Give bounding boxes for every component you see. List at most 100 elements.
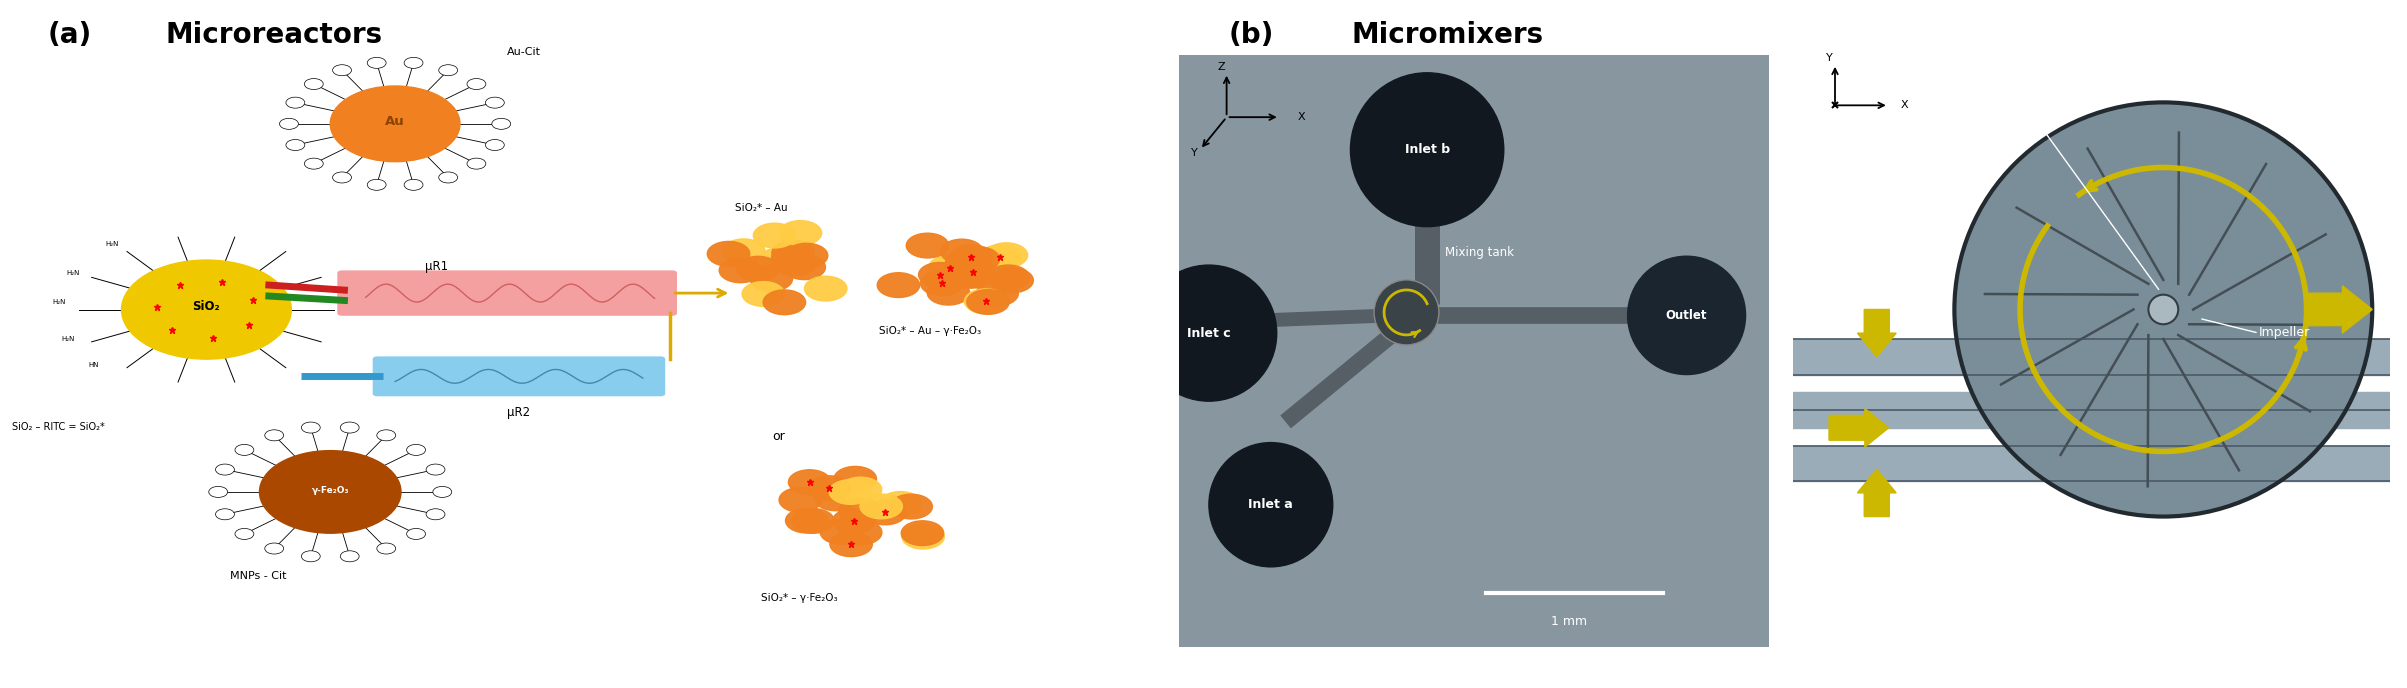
Circle shape: [907, 233, 948, 258]
Circle shape: [965, 289, 1006, 314]
FancyBboxPatch shape: [373, 356, 664, 396]
Circle shape: [426, 508, 445, 519]
Circle shape: [433, 486, 453, 497]
Circle shape: [301, 551, 320, 562]
Circle shape: [946, 263, 989, 288]
Circle shape: [761, 247, 802, 272]
Circle shape: [958, 247, 999, 272]
Circle shape: [968, 290, 1009, 314]
Circle shape: [332, 65, 351, 76]
Circle shape: [407, 528, 426, 539]
Circle shape: [368, 180, 385, 191]
Circle shape: [265, 543, 284, 554]
Circle shape: [217, 508, 233, 519]
Circle shape: [891, 494, 932, 519]
Circle shape: [286, 140, 306, 151]
Text: SiO₂ – RITC = SiO₂*: SiO₂ – RITC = SiO₂*: [12, 422, 104, 432]
Circle shape: [919, 271, 963, 296]
Circle shape: [792, 508, 835, 533]
Circle shape: [330, 86, 460, 162]
Text: SiO₂* – Au – γ·Fe₂O₃: SiO₂* – Au – γ·Fe₂O₃: [879, 325, 980, 336]
Text: X: X: [1902, 100, 1909, 110]
Circle shape: [814, 486, 857, 510]
Text: μR1: μR1: [424, 260, 448, 273]
Circle shape: [378, 430, 395, 441]
Circle shape: [951, 262, 992, 287]
Circle shape: [785, 244, 828, 268]
Text: (b): (b): [1228, 21, 1273, 49]
Text: Au-Cit: Au-Cit: [508, 47, 542, 57]
Circle shape: [303, 158, 323, 169]
Circle shape: [1374, 280, 1439, 345]
Circle shape: [838, 499, 881, 524]
Text: Au: Au: [385, 116, 404, 128]
Circle shape: [722, 239, 765, 264]
Circle shape: [900, 521, 944, 546]
Circle shape: [120, 260, 291, 359]
Text: γ-Fe₂O₃: γ-Fe₂O₃: [311, 486, 349, 495]
Circle shape: [426, 464, 445, 475]
Circle shape: [236, 528, 253, 539]
Circle shape: [770, 247, 814, 272]
Circle shape: [903, 524, 944, 549]
Circle shape: [830, 532, 871, 557]
Circle shape: [809, 476, 850, 501]
Text: SiO₂* – Au: SiO₂* – Au: [734, 203, 787, 213]
Circle shape: [404, 57, 424, 68]
Circle shape: [780, 488, 821, 513]
Text: SiO₂* – γ·Fe₂O₃: SiO₂* – γ·Fe₂O₃: [761, 592, 838, 603]
Circle shape: [286, 97, 306, 108]
Circle shape: [236, 444, 253, 455]
Circle shape: [785, 508, 828, 533]
Circle shape: [438, 172, 457, 183]
Circle shape: [1627, 256, 1745, 374]
Circle shape: [927, 280, 970, 305]
Circle shape: [378, 543, 395, 554]
Text: Inlet c: Inlet c: [1187, 327, 1230, 340]
Text: H₂N: H₂N: [60, 336, 75, 342]
Circle shape: [751, 266, 792, 291]
Circle shape: [708, 241, 749, 266]
Text: 1 mm: 1 mm: [1550, 616, 1586, 628]
Circle shape: [782, 255, 826, 279]
Circle shape: [941, 239, 982, 264]
Text: H₂N: H₂N: [106, 241, 118, 247]
Circle shape: [919, 262, 960, 287]
Circle shape: [467, 78, 486, 89]
FancyBboxPatch shape: [1781, 339, 2402, 374]
Text: Flow direction (outlet): Flow direction (outlet): [2121, 83, 2260, 96]
Text: μR2: μR2: [508, 405, 530, 418]
Text: Impeller: Impeller: [2258, 326, 2311, 339]
Circle shape: [209, 486, 229, 497]
Circle shape: [303, 78, 323, 89]
Circle shape: [438, 65, 457, 76]
Circle shape: [984, 243, 1028, 268]
FancyArrow shape: [1858, 469, 1897, 517]
Text: Y: Y: [1191, 148, 1199, 158]
Circle shape: [217, 464, 233, 475]
Circle shape: [987, 265, 1030, 290]
Circle shape: [975, 281, 1018, 306]
Circle shape: [279, 118, 298, 129]
Text: H₂N: H₂N: [53, 299, 67, 305]
FancyArrow shape: [2306, 286, 2373, 333]
Text: Shaft: Shaft: [1983, 83, 2017, 96]
Circle shape: [720, 258, 761, 283]
Circle shape: [260, 451, 402, 533]
Circle shape: [946, 251, 987, 276]
Circle shape: [789, 470, 830, 495]
Circle shape: [486, 140, 505, 151]
Circle shape: [835, 466, 876, 491]
Circle shape: [467, 158, 486, 169]
FancyBboxPatch shape: [1781, 392, 2402, 428]
Circle shape: [368, 57, 385, 68]
Text: Mixing tank: Mixing tank: [1444, 246, 1514, 259]
Text: Microreactors: Microreactors: [166, 21, 383, 49]
Circle shape: [951, 245, 992, 270]
Circle shape: [840, 477, 881, 502]
Circle shape: [879, 491, 922, 516]
Circle shape: [951, 259, 994, 284]
Circle shape: [833, 508, 874, 533]
Circle shape: [840, 520, 881, 545]
Text: Micromixers: Micromixers: [1350, 21, 1543, 49]
